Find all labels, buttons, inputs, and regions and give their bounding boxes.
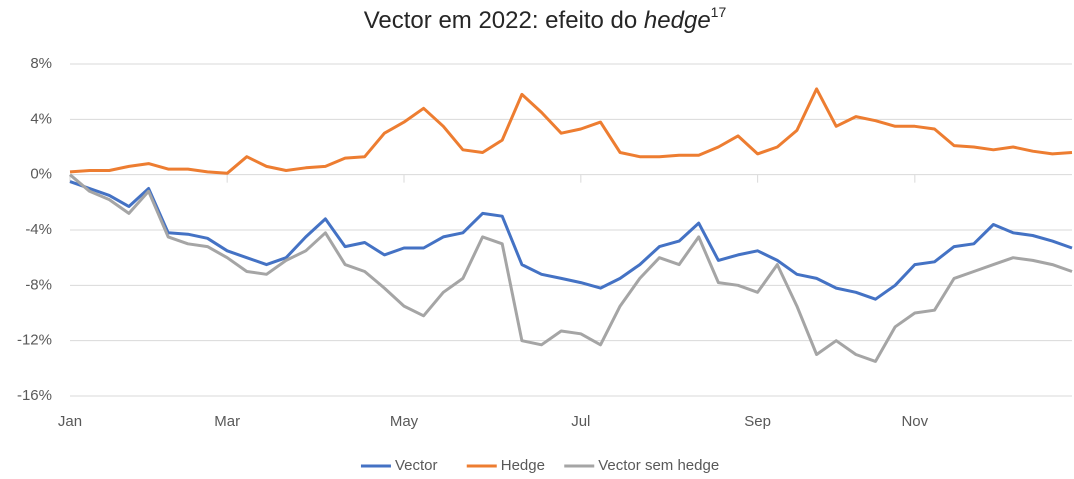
y-tick-label: -12% [17, 332, 52, 349]
title-note: 17 [711, 4, 727, 20]
chart-title: Vector em 2022: efeito do hedge17 [364, 4, 727, 35]
x-tick-label: Nov [901, 413, 928, 430]
legend-label: Vector [395, 457, 438, 474]
x-tick-label: Mar [214, 413, 240, 430]
y-tick-label: 8% [30, 55, 52, 72]
legend-label: Hedge [501, 457, 545, 474]
y-tick-label: -4% [25, 221, 52, 238]
legend-label: Vector sem hedge [598, 457, 719, 474]
x-tick-label: Jul [571, 413, 590, 430]
title-emphasis: hedge [644, 7, 711, 34]
title-text: Vector em 2022: efeito do [364, 7, 644, 34]
x-tick-label: Sep [744, 413, 771, 430]
y-tick-label: -8% [25, 276, 52, 293]
y-tick-label: 4% [30, 110, 52, 127]
series-line [69, 173, 1073, 363]
series-line [69, 87, 1073, 175]
x-tick-label: May [390, 413, 419, 430]
y-tick-label: 0% [30, 166, 52, 183]
series-line [69, 180, 1073, 301]
y-tick-label: -16% [17, 387, 52, 404]
x-tick-label: Jan [58, 413, 82, 430]
